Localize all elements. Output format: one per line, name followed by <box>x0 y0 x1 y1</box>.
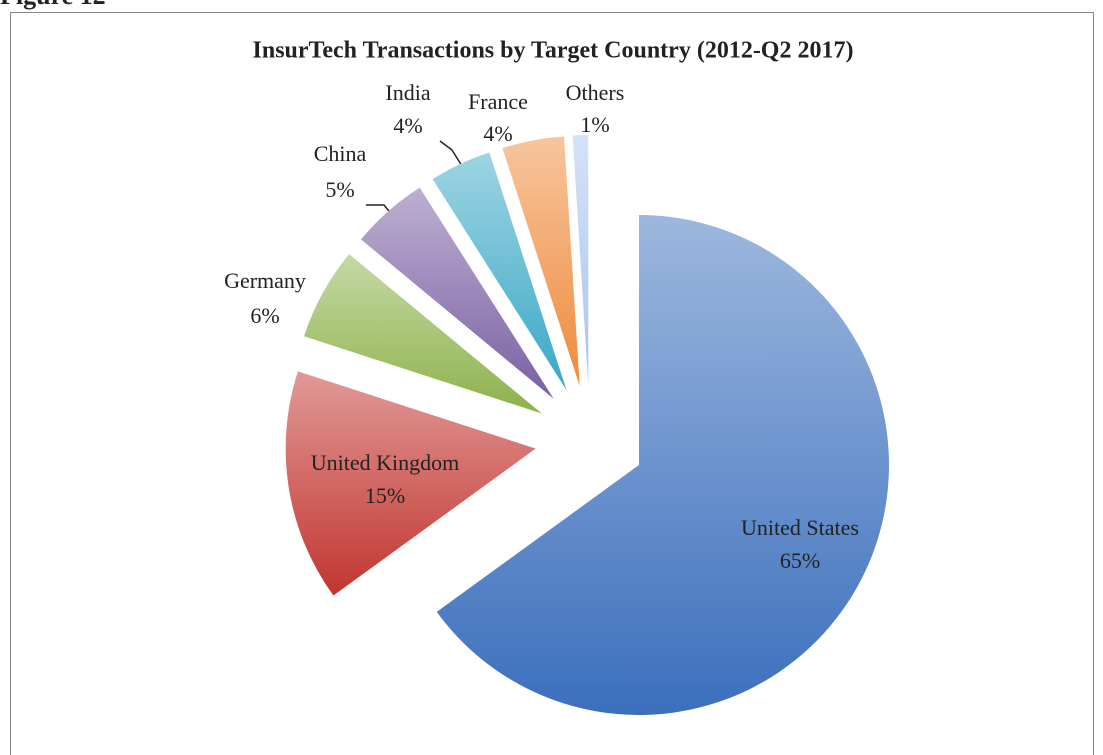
pie-slice <box>285 371 536 596</box>
pie-slice <box>304 254 542 414</box>
pie-slice <box>432 152 567 391</box>
slice-label: France <box>468 89 528 114</box>
slice-label: Others <box>566 80 625 105</box>
pie-slice <box>360 187 554 399</box>
leader-line <box>439 140 463 167</box>
slice-value-label: 6% <box>250 303 279 328</box>
slice-label: India <box>385 80 430 105</box>
slice-value-label: 5% <box>325 177 354 202</box>
pie-slice <box>436 214 890 715</box>
figure-label: Figure 12 <box>0 0 106 10</box>
slice-label: China <box>314 141 367 166</box>
slice-label: United Kingdom <box>311 450 460 475</box>
slice-value-label: 15% <box>365 483 405 508</box>
slice-value-label: 65% <box>780 548 820 573</box>
slice-label: United States <box>741 515 859 540</box>
slice-value-label: 4% <box>483 121 512 146</box>
slice-value-label: 1% <box>580 112 609 137</box>
pie-slice <box>572 135 589 386</box>
chart-title: InsurTech Transactions by Target Country… <box>253 38 854 64</box>
slice-label: Germany <box>224 268 306 293</box>
slice-value-label: 4% <box>393 113 422 138</box>
pie-slice <box>502 136 580 386</box>
